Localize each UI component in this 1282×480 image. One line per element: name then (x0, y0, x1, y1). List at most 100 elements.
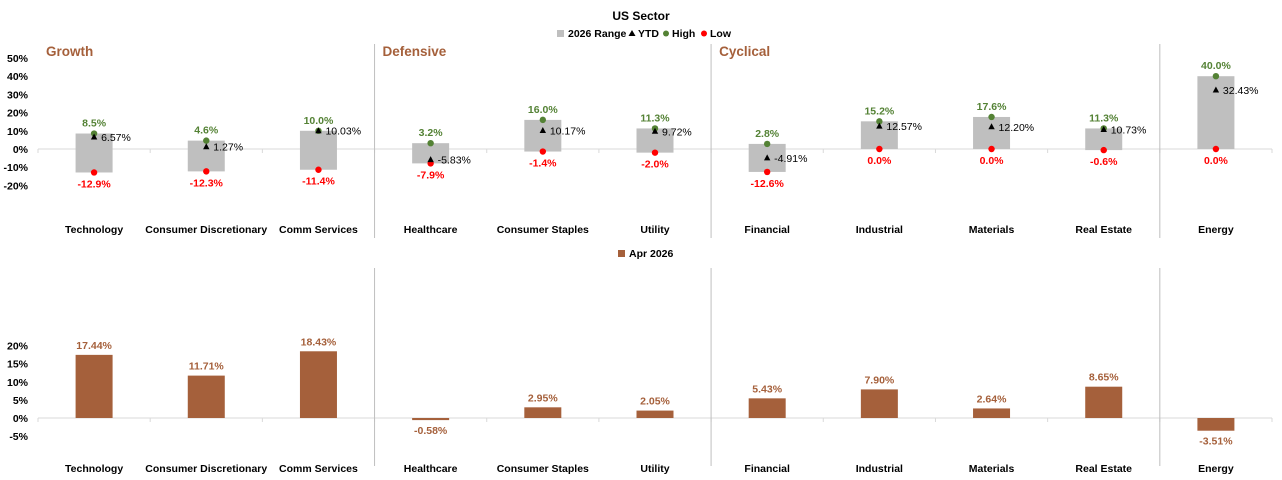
bar-value-label: -3.51% (1199, 436, 1233, 448)
low-label: -12.3% (190, 177, 224, 189)
month-bar (636, 410, 674, 418)
category-label: Healthcare (404, 224, 458, 236)
low-point (651, 149, 659, 156)
bar-value-label: 2.05% (640, 396, 670, 408)
low-label: -12.6% (751, 178, 785, 190)
y-tick-label: -10% (3, 162, 28, 174)
month-bar (299, 351, 337, 418)
high-point (427, 139, 434, 147)
legend-label: Low (710, 28, 732, 40)
category-label: Consumer Staples (497, 463, 589, 475)
legend-top: 2026 Range YTD High Low (557, 28, 732, 40)
ytd-marker (1100, 125, 1107, 132)
month-bar (412, 418, 450, 421)
legend-label: 2026 Range (568, 28, 627, 40)
y-tick-label: 20% (7, 108, 29, 120)
low-label: 0.0% (980, 155, 1005, 167)
low-label: -0.6% (1090, 156, 1118, 168)
month-bar (524, 407, 562, 418)
category-label: Healthcare (404, 463, 458, 475)
category-label: Financial (744, 224, 790, 236)
bar-value-label: 2.64% (977, 393, 1007, 405)
ytd-marker (203, 143, 210, 150)
high-label: 3.2% (419, 127, 444, 139)
ytd-label: 12.57% (886, 121, 922, 133)
monthly-bar-chart: -5% 0% 5% 10% 15% 20% 17.44% Technology 11.71% Co… (7, 248, 1273, 475)
category-label: Energy (1198, 224, 1234, 236)
y-tick-label: 0% (13, 144, 29, 156)
high-point (763, 140, 771, 148)
category-label: Real Estate (1075, 224, 1132, 236)
ytd-label: 32.43% (1223, 85, 1259, 97)
category-label: Materials (969, 224, 1015, 236)
high-label: 2.8% (755, 128, 780, 140)
high-point (203, 137, 210, 144)
month-bar (1085, 386, 1123, 418)
low-point (1212, 145, 1220, 153)
ytd-marker (90, 133, 98, 140)
group-label: Cyclical (719, 44, 770, 59)
category-label: Financial (744, 463, 790, 475)
bar-value-label: 7.90% (864, 374, 894, 386)
range-chart: -20% -10% 0% 10% 20% 30% 40% 50% Growth Defensive… (3, 28, 1273, 238)
ytd-marker (763, 154, 771, 161)
ytd-marker (876, 122, 883, 129)
ytd-marker (651, 127, 659, 134)
category-label: Consumer Discretionary (145, 463, 267, 475)
ytd-label: -4.91% (774, 153, 807, 165)
low-point (539, 148, 547, 155)
y-tick-label: 20% (7, 341, 29, 353)
high-label: 11.3% (1089, 112, 1119, 124)
bar-value-label: 11.71% (189, 361, 225, 373)
low-point (1100, 146, 1107, 154)
range-bar (973, 116, 1011, 149)
category-label: Technology (65, 224, 123, 236)
ytd-label: 6.57% (101, 132, 131, 144)
low-point (763, 168, 771, 176)
bar-value-label: 18.43% (301, 336, 337, 348)
chart-title: US Sector (612, 9, 670, 23)
month-bar (187, 375, 225, 418)
month-bar (75, 354, 113, 418)
y-tick-label: 10% (7, 126, 29, 138)
high-label: 16.0% (528, 104, 558, 116)
high-label: 40.0% (1201, 60, 1231, 72)
group-label: Growth (46, 44, 93, 59)
month-bar (860, 389, 898, 418)
bar-value-label: 5.43% (752, 383, 782, 395)
low-point (315, 166, 322, 173)
y-tick-label: 5% (13, 395, 29, 407)
high-label: 17.6% (977, 101, 1007, 113)
high-label: 8.5% (82, 118, 107, 130)
ytd-label: 9.72% (662, 126, 692, 138)
y-tick-label: 10% (7, 377, 29, 389)
category-label: Industrial (856, 463, 903, 475)
range-bar (1085, 128, 1123, 151)
low-label: -1.4% (529, 158, 557, 170)
legend-swatch-high (663, 30, 669, 37)
low-label: 0.0% (1204, 155, 1229, 167)
category-label: Utility (640, 224, 669, 236)
ytd-marker (539, 126, 547, 133)
category-label: Consumer Staples (497, 224, 589, 236)
high-point (876, 118, 883, 125)
high-label: 4.6% (194, 125, 219, 137)
high-label: 15.2% (864, 105, 894, 117)
bar-value-label: 17.44% (76, 340, 112, 352)
month-bar (1197, 418, 1235, 431)
ytd-label: 10.73% (1111, 124, 1147, 136)
ytd-label: -5.83% (438, 155, 471, 167)
ytd-label: 10.17% (550, 125, 586, 137)
legend-swatch-apr (618, 250, 625, 257)
ytd-label: 1.27% (213, 142, 243, 154)
category-label: Energy (1198, 463, 1234, 475)
low-point (203, 168, 210, 175)
y-tick-label: 15% (7, 359, 29, 371)
low-label: 0.0% (867, 155, 892, 167)
low-point (876, 145, 883, 153)
high-point (90, 130, 98, 137)
high-label: 11.3% (640, 112, 670, 124)
legend-label: Apr 2026 (629, 248, 674, 260)
legend-label: High (672, 28, 695, 40)
high-point (988, 113, 995, 121)
